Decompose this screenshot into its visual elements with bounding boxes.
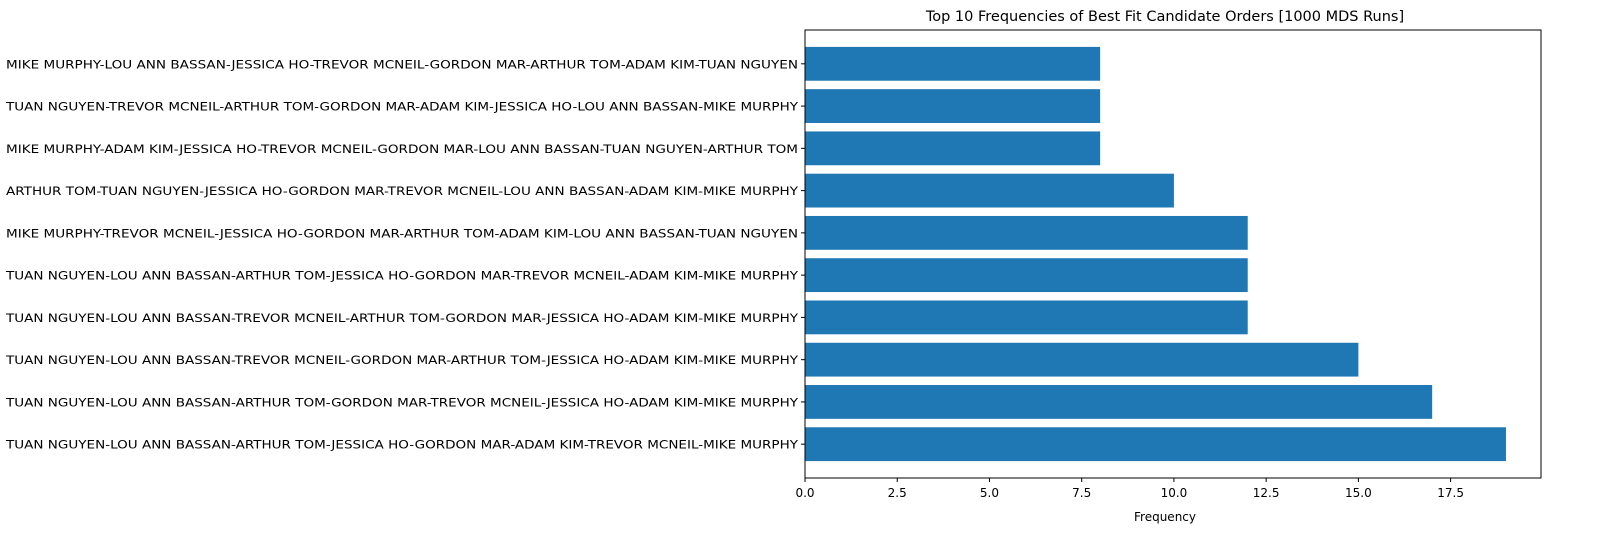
x-tick-label: 17.5 <box>1437 486 1464 500</box>
x-tick-label: 15.0 <box>1345 486 1372 500</box>
x-tick-label: 0.0 <box>795 486 814 500</box>
bar-7 <box>805 131 1101 166</box>
y-tick-label: TUAN NGUYEN-LOU ANN BASSAN-ARTHUR TOM-GO… <box>5 395 799 409</box>
y-tick-label: ARTHUR TOM-TUAN NGUYEN-JESSICA HO-GORDON… <box>6 184 799 198</box>
y-tick-label: MIKE MURPHY-LOU ANN BASSAN-JESSICA HO-TR… <box>6 57 798 71</box>
x-tick-label: 12.5 <box>1253 486 1280 500</box>
y-tick-label: TUAN NGUYEN-LOU ANN BASSAN-TREVOR MCNEIL… <box>5 353 799 367</box>
bar-3 <box>805 300 1248 335</box>
x-tick-label: 10.0 <box>1161 486 1188 500</box>
axes-frame <box>804 29 1542 479</box>
bar-4 <box>805 258 1248 293</box>
y-tick-label: MIKE MURPHY-TREVOR MCNEIL-JESSICA HO-GOR… <box>6 226 798 240</box>
bars-group <box>805 46 1506 462</box>
y-tick-label: TUAN NGUYEN-LOU ANN BASSAN-TREVOR MCNEIL… <box>5 311 799 325</box>
bar-0 <box>805 427 1506 462</box>
chart-title: Top 10 Frequencies of Best Fit Candidate… <box>925 9 1404 25</box>
x-ticks: 0.0 2.5 5.0 7.5 10.0 12.5 15.0 17.5 <box>795 478 1464 500</box>
bar-5 <box>805 215 1248 250</box>
y-tick-labels: TUAN NGUYEN-LOU ANN BASSAN-ARTHUR TOM-JE… <box>5 57 805 452</box>
bar-6 <box>805 173 1174 208</box>
x-axis-label: Frequency <box>1134 510 1196 524</box>
bar-8 <box>805 89 1101 123</box>
y-tick-label: TUAN NGUYEN-LOU ANN BASSAN-ARTHUR TOM-JE… <box>5 438 799 452</box>
x-tick-label: 2.5 <box>888 486 907 500</box>
y-tick-label: TUAN NGUYEN-LOU ANN BASSAN-ARTHUR TOM-JE… <box>5 269 799 283</box>
x-tick-label: 5.0 <box>980 486 999 500</box>
bar-9 <box>805 46 1101 81</box>
x-tick-label: 7.5 <box>1072 486 1091 500</box>
y-tick-label: MIKE MURPHY-ADAM KIM-JESSICA HO-TREVOR M… <box>6 142 798 156</box>
y-tick-label: TUAN NGUYEN-TREVOR MCNEIL-ARTHUR TOM-GOR… <box>5 100 799 114</box>
bar-2 <box>805 342 1359 377</box>
bar-1 <box>805 385 1433 419</box>
